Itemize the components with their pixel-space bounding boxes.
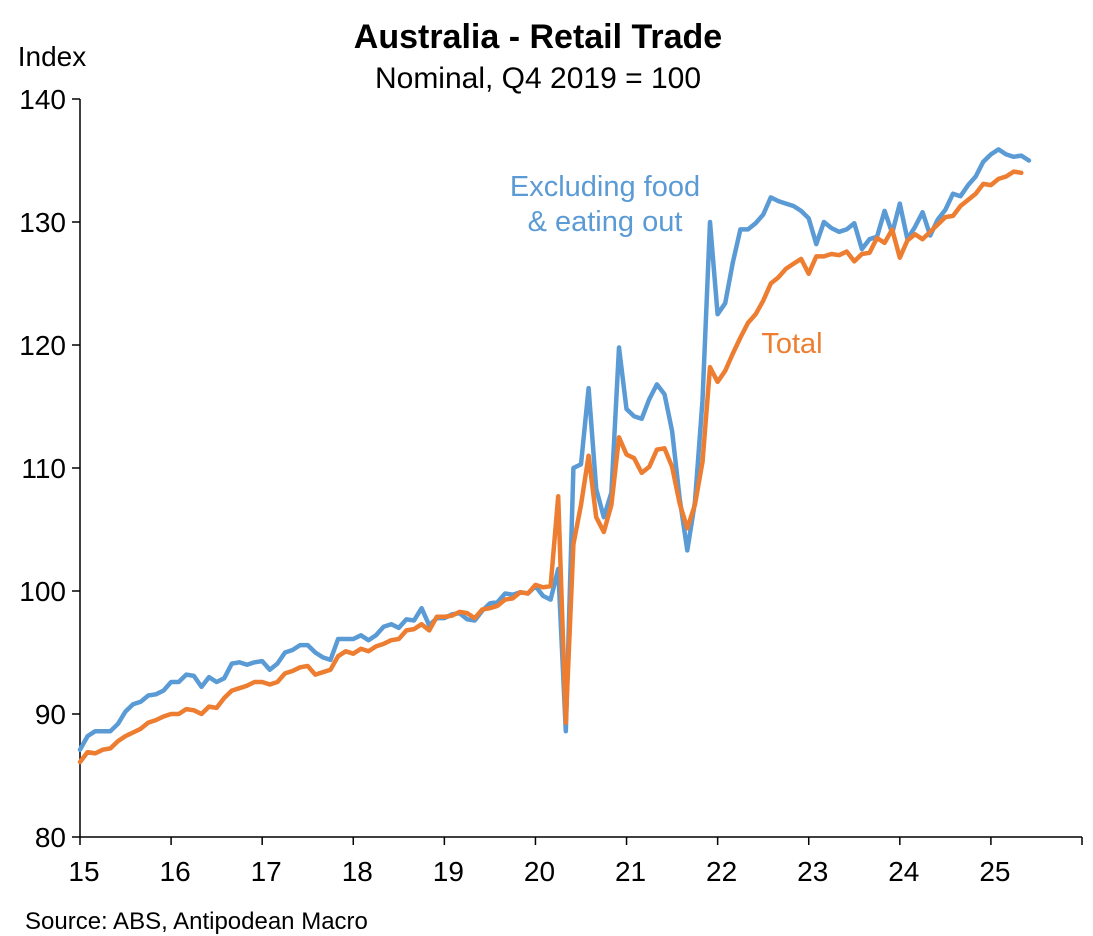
x-tick-label: 21 bbox=[615, 856, 646, 887]
x-tick-label: 16 bbox=[160, 856, 191, 887]
x-tick-label: 22 bbox=[706, 856, 737, 887]
source-note: Source: ABS, Antipodean Macro bbox=[25, 908, 368, 935]
y-axis-label: Index bbox=[18, 41, 87, 72]
y-tick-label: 80 bbox=[35, 822, 66, 853]
chart-title: Australia - Retail Trade bbox=[354, 18, 722, 56]
y-tick-label: 100 bbox=[19, 576, 66, 607]
y-tick-label: 110 bbox=[21, 453, 66, 484]
series-label-line: Excluding food bbox=[510, 171, 700, 203]
series-line-excluding-food bbox=[77, 147, 1032, 752]
x-tick-label: 19 bbox=[433, 856, 464, 887]
x-tick-label: 25 bbox=[979, 856, 1010, 887]
y-tick-label: 130 bbox=[19, 207, 66, 238]
y-tick-label: 90 bbox=[35, 699, 66, 730]
series-label-excluding-food: Excluding food & eating out bbox=[510, 171, 700, 238]
y-axis: 80 90 100 110 120 130 140 bbox=[19, 84, 81, 853]
x-tick-label: 17 bbox=[251, 856, 282, 887]
series-label-line: Total bbox=[761, 328, 822, 360]
y-tick-label: 120 bbox=[19, 330, 66, 361]
series-lines bbox=[77, 147, 1032, 765]
x-tick-label: 24 bbox=[888, 856, 919, 887]
series-label-total: Total bbox=[761, 328, 822, 360]
series-line-total bbox=[77, 169, 1024, 765]
x-axis: 15 16 17 18 19 20 21 22 23 24 25 bbox=[68, 836, 1083, 887]
y-tick-label: 140 bbox=[19, 84, 66, 115]
series-label-line: & eating out bbox=[528, 206, 683, 238]
x-tick-label: 23 bbox=[797, 856, 828, 887]
x-tick-label: 15 bbox=[68, 856, 99, 887]
x-tick-label: 18 bbox=[342, 856, 373, 887]
chart-subtitle: Nominal, Q4 2019 = 100 bbox=[375, 62, 701, 95]
x-tick-label: 20 bbox=[524, 856, 555, 887]
